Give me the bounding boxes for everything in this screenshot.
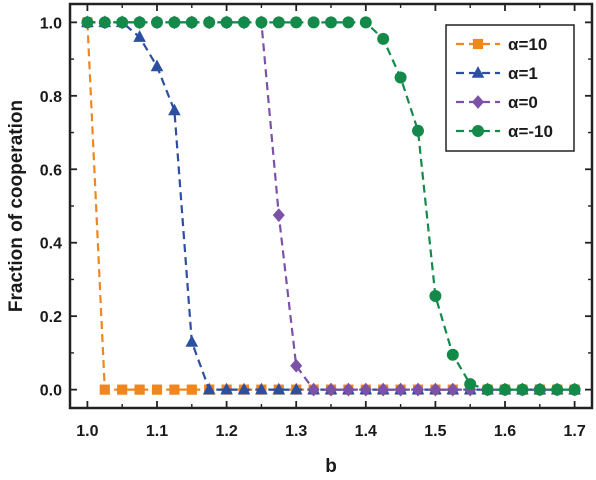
data-point: [325, 16, 337, 29]
legend-label: α=0: [508, 93, 538, 112]
x-tick-label: 1.2: [215, 423, 237, 440]
data-point: [516, 383, 529, 396]
data-point: [533, 383, 546, 396]
y-tick-label: 0.8: [40, 89, 62, 106]
x-tick-label: 1.1: [146, 423, 168, 440]
x-tick-label: 1.7: [563, 423, 585, 440]
legend-box: [445, 24, 575, 152]
data-point: [289, 382, 303, 395]
data-point: [481, 383, 494, 396]
legend-label: α=10: [508, 35, 547, 54]
x-tick-label: 1.4: [355, 423, 377, 440]
data-point: [117, 384, 128, 395]
data-point: [394, 71, 407, 84]
data-point: [377, 382, 390, 397]
data-point: [290, 358, 303, 373]
data-point: [98, 16, 111, 29]
data-point: [412, 382, 424, 397]
x-axis-label: b: [325, 456, 337, 477]
data-point: [551, 383, 564, 396]
data-point: [186, 384, 197, 395]
y-tick-label: 1.0: [40, 15, 62, 32]
data-point: [134, 384, 145, 395]
data-point: [237, 382, 251, 395]
data-point: [116, 16, 129, 29]
series-3: [81, 16, 581, 396]
legend-entry: α=-10: [456, 122, 553, 141]
data-point: [168, 16, 181, 29]
series-layer: [81, 15, 581, 397]
data-point: [412, 124, 424, 137]
data-point: [342, 382, 355, 397]
legend-label: α=-10: [508, 122, 553, 141]
data-point: [255, 382, 268, 395]
data-point: [464, 378, 477, 391]
data-point: [307, 382, 320, 397]
data-point: [202, 382, 216, 395]
data-point: [342, 16, 355, 29]
data-point: [272, 16, 285, 29]
data-point: [168, 103, 181, 116]
data-point: [307, 16, 320, 29]
data-point: [272, 382, 286, 395]
data-point: [151, 16, 163, 29]
legend-marker: [472, 95, 484, 109]
legend-marker: [472, 38, 484, 50]
data-point: [359, 382, 372, 397]
y-tick-label: 0.4: [40, 236, 62, 253]
data-point: [185, 334, 199, 347]
data-point: [255, 16, 268, 29]
data-point: [185, 16, 198, 29]
data-point: [133, 30, 146, 42]
data-point: [429, 289, 442, 302]
data-point: [203, 16, 216, 29]
y-tick-label: 0.0: [40, 383, 62, 400]
x-tick-label: 1.3: [285, 423, 307, 440]
y-tick-label: 0.2: [40, 309, 62, 326]
data-point: [151, 384, 163, 395]
data-point: [272, 208, 285, 223]
data-point: [394, 382, 407, 397]
data-point: [220, 16, 233, 29]
data-point: [446, 382, 459, 397]
legend-marker: [471, 66, 485, 78]
data-point: [150, 59, 164, 72]
legend-entry: α=1: [456, 64, 538, 83]
ticks-layer: 1.0 1.1 1.2 1.3 1.4 1.5 1.6 1.7 0.0 0.2 0.4 0.6 0.8 1…: [40, 4, 592, 440]
data-point: [429, 382, 442, 397]
data-point: [359, 16, 372, 29]
data-point: [220, 382, 233, 395]
data-point: [499, 383, 511, 396]
data-point: [99, 384, 110, 395]
x-tick-label: 1.6: [494, 423, 516, 440]
data-point: [325, 382, 337, 397]
y-axis-label: Fraction of cooperation: [6, 100, 27, 312]
data-point: [238, 16, 250, 29]
data-point: [81, 16, 94, 29]
y-tick-label: 0.6: [40, 162, 62, 179]
legend-marker: [472, 125, 484, 137]
x-tick-label: 1.5: [424, 423, 446, 440]
data-point: [377, 32, 390, 45]
data-point: [568, 383, 581, 396]
legend-label: α=1: [508, 64, 538, 83]
data-point: [290, 16, 303, 29]
data-point: [133, 16, 146, 29]
x-tick-label: 1.0: [76, 423, 98, 440]
data-point: [169, 384, 180, 395]
legend-entry: α=0: [456, 93, 538, 112]
legend-entry: α=10: [456, 35, 547, 54]
legend: α=10 α=1 α=0 α=-10: [445, 24, 575, 152]
data-point: [446, 348, 459, 361]
